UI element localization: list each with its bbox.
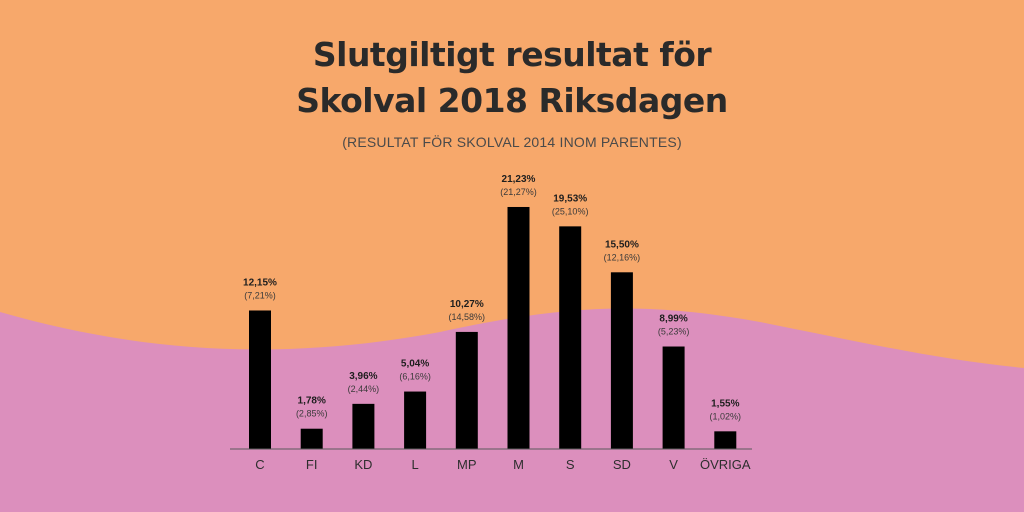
x-tick-l: L: [411, 457, 418, 472]
bar-fi: [300, 428, 323, 449]
value-label-l: 5,04%: [401, 359, 429, 370]
bar-övriga: [714, 431, 737, 449]
x-tick-c: C: [255, 457, 264, 472]
previous-label-mp: (14,58%): [449, 312, 486, 322]
previous-label-m: (21,27%): [500, 187, 537, 197]
value-label-v: 8,99%: [659, 314, 687, 325]
previous-label-kd: (2,44%): [348, 384, 380, 394]
previous-label-fi: (2,85%): [296, 409, 328, 419]
bar-v: [662, 346, 685, 449]
bar-s: [559, 226, 582, 449]
previous-label-v: (5,23%): [658, 327, 690, 337]
bar-l: [404, 391, 427, 449]
previous-label-s: (25,10%): [552, 206, 589, 216]
previous-label-c: (7,21%): [244, 290, 276, 300]
bar-kd: [352, 403, 375, 449]
x-tick-sd: SD: [613, 457, 631, 472]
previous-label-sd: (12,16%): [604, 252, 641, 262]
value-label-s: 19,53%: [553, 193, 587, 204]
bar-sd: [610, 272, 633, 449]
bar-mp: [455, 331, 478, 449]
value-label-kd: 3,96%: [349, 371, 377, 382]
value-label-m: 21,23%: [502, 174, 536, 185]
previous-label-l: (6,16%): [399, 372, 431, 382]
x-tick-övriga: ÖVRIGA: [700, 457, 751, 472]
bar-m: [507, 206, 530, 449]
page-title: Slutgiltigt resultat för Skolval 2018 Ri…: [0, 32, 1024, 124]
value-label-sd: 15,50%: [605, 239, 639, 250]
page-subtitle: (RESULTAT FÖR SKOLVAL 2014 INOM PARENTES…: [342, 134, 682, 150]
value-label-mp: 10,27%: [450, 299, 484, 310]
x-tick-m: M: [513, 457, 524, 472]
bars-group: [249, 206, 737, 449]
title-line-2: Skolval 2018 Riksdagen: [296, 81, 728, 120]
value-label-c: 12,15%: [243, 277, 277, 288]
previous-label-övriga: (1,02%): [710, 411, 742, 421]
title-line-1: Slutgiltigt resultat för: [312, 35, 712, 74]
x-tick-mp: MP: [457, 457, 477, 472]
x-tick-kd: KD: [354, 457, 372, 472]
x-tick-v: V: [669, 457, 678, 472]
x-tick-s: S: [566, 457, 575, 472]
x-tick-fi: FI: [306, 457, 318, 472]
labels-group: 12,15% (7,21%) C 1,78% (2,85%) FI 3,96% (2,44%)…: [243, 174, 751, 472]
value-label-övriga: 1,55%: [711, 398, 739, 409]
bar-c: [249, 310, 271, 449]
value-label-fi: 1,78%: [298, 396, 326, 407]
